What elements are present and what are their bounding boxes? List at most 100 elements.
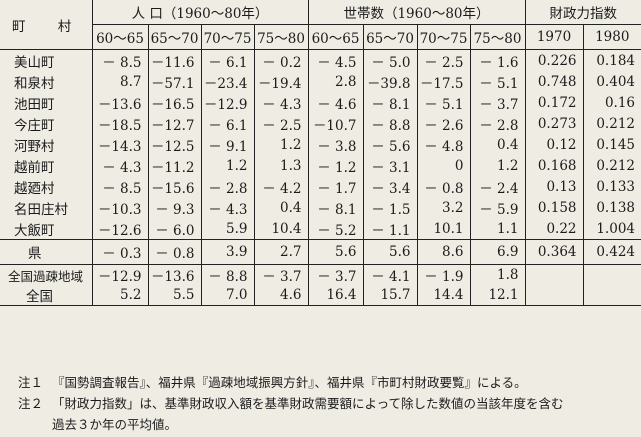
population-change: 8.7 xyxy=(91,71,148,92)
household-change: － 1.6 xyxy=(469,49,525,71)
statistics-table-area: 町 村 人 口（1960〜80年） 世帯数（1960〜80年） 財政力指数 60… xyxy=(0,0,641,306)
household-change: － 3.4 xyxy=(362,176,417,197)
population-change: －10.3 xyxy=(91,197,148,218)
fiscal-index: 1.004 xyxy=(582,218,641,240)
household-change: 1.2 xyxy=(469,155,525,176)
population-change: －12.5 xyxy=(147,134,201,155)
population-change: － 4.3 xyxy=(91,155,148,176)
table-row: 美山町 － 8.5 －11.6 － 6.1 － 0.2 － 4.5 － 5.0 － 2.5 － … xyxy=(0,49,641,71)
population-change: 1.2 xyxy=(200,155,254,176)
fiscal-index: 0.138 xyxy=(582,197,641,218)
population-change: 5.9 xyxy=(200,218,254,240)
fiscal-index: 0.22 xyxy=(524,218,583,240)
row-name: 和泉村 xyxy=(14,75,55,92)
fiscal-index: 0.145 xyxy=(582,134,641,155)
household-change: －10.7 xyxy=(307,113,363,134)
fiscal-index xyxy=(524,285,583,306)
table-row: 越廼村 － 8.5 －15.6 － 2.8 － 4.2 － 1.7 － 3.4 － 0.8 － … xyxy=(0,176,641,197)
population-change: －12.6 xyxy=(91,218,148,240)
table-row: 今庄町 －18.5 －12.7 － 6.1 － 2.5 －10.7 － 8.8 － 2.6 － … xyxy=(0,113,641,134)
household-change: － 8.8 xyxy=(362,113,417,134)
population-change: －11.6 xyxy=(147,49,201,71)
table-row: 名田庄村 －10.3 － 9.3 － 4.3 0.4 － 8.1 － 1.5 3.2 － 5.9… xyxy=(0,197,641,218)
household-change: 6.9 xyxy=(469,239,525,265)
table-row: 和泉村 8.7 －57.1 －23.4 －19.4 2.8 －39.8 －17.5 － 5.1 0… xyxy=(0,71,641,92)
fiscal-index: 0.424 xyxy=(582,239,641,265)
fiscal-index: 0.12 xyxy=(524,134,583,155)
population-change: 1.3 xyxy=(253,155,308,176)
household-change: 0 xyxy=(416,155,470,176)
population-change: － 0.8 xyxy=(147,239,201,265)
population-change: －57.1 xyxy=(147,71,201,92)
note-1-mark: 注１ xyxy=(18,375,44,390)
household-change: 2.8 xyxy=(307,71,363,92)
population-change: － 0.3 xyxy=(91,239,148,265)
population-change: －15.6 xyxy=(147,176,201,197)
household-change: － 2.4 xyxy=(469,176,525,197)
household-change: － 5.1 xyxy=(469,71,525,92)
population-change: － 0.2 xyxy=(253,49,308,71)
household-change: 14.4 xyxy=(416,285,470,306)
household-change: － 4.8 xyxy=(416,134,470,155)
household-change: － 1.9 xyxy=(416,264,470,285)
population-change: 5.5 xyxy=(147,285,201,306)
household-change: － 8.1 xyxy=(362,92,417,113)
household-change: －39.8 xyxy=(362,71,417,92)
population-change: －23.4 xyxy=(200,71,254,92)
fiscal-index: 0.184 xyxy=(582,49,641,71)
national-rows: 全国過疎地域 －12.9 －13.6 － 8.8 － 3.7 － 3.7 － 4.1 － 1.… xyxy=(0,264,641,306)
fiscal-index: 0.158 xyxy=(524,197,583,218)
household-change: 12.1 xyxy=(469,285,525,306)
fiscal-index: 0.748 xyxy=(524,71,583,92)
population-change: －12.9 xyxy=(91,264,148,285)
population-change: 1.2 xyxy=(253,134,308,155)
fiscal-index: 0.404 xyxy=(582,71,641,92)
population-change: －12.7 xyxy=(147,113,201,134)
household-change: － 4.5 xyxy=(307,49,363,71)
population-change: 2.7 xyxy=(253,239,308,265)
row-name: 越前町 xyxy=(14,159,55,176)
row-name: 大飯町 xyxy=(14,222,55,239)
table-row: 河野村 －14.3 －12.5 － 9.1 1.2 － 3.8 － 5.6 － 4.8 0.4 0… xyxy=(0,134,641,155)
table-row: 大飯町 －12.6 － 6.0 5.9 10.4 － 5.2 － 1.1 10.1 1.1 0.2… xyxy=(0,218,641,240)
header-population: 人 口（1960〜80年） xyxy=(91,0,308,25)
depopulation-table: 町 村 人 口（1960〜80年） 世帯数（1960〜80年） 財政力指数 60… xyxy=(0,0,641,306)
note-1-text: 『国勢調査報告』、福井県『過疎地域振興方針』、福井県『市町村財政要覧』による。 xyxy=(52,375,527,390)
note-2-mark: 注２ xyxy=(18,396,44,411)
fiscal-index: 0.168 xyxy=(524,155,583,176)
header-town: 町 村 xyxy=(0,0,92,50)
household-change: － 2.5 xyxy=(416,49,470,71)
population-change: 5.2 xyxy=(91,285,148,306)
fiscal-index xyxy=(582,264,641,285)
household-change: － 8.1 xyxy=(307,197,363,218)
header-period: 70〜75 xyxy=(200,24,254,50)
population-change: －13.6 xyxy=(91,92,148,113)
note-2-continuation: 過去３か年の平均値。 xyxy=(52,417,178,432)
table-row: 池田町 －13.6 －16.5 －12.9 － 4.3 － 4.6 － 8.1 － 5.1 － … xyxy=(0,92,641,113)
population-change: 4.6 xyxy=(253,285,308,306)
header-row-sub: 60〜65 65〜70 70〜75 75〜80 60〜65 65〜70 70〜7… xyxy=(0,24,641,50)
header-period: 65〜70 xyxy=(147,24,201,50)
table-notes: 注１ 『国勢調査報告』、福井県『過疎地域振興方針』、福井県『市町村財政要覧』によ… xyxy=(18,372,564,435)
household-change: － 1.2 xyxy=(307,155,363,176)
household-change: － 1.7 xyxy=(307,176,363,197)
population-change: － 4.2 xyxy=(253,176,308,197)
population-change: －18.5 xyxy=(91,113,148,134)
household-change: 0.4 xyxy=(469,134,525,155)
household-change: － 5.2 xyxy=(307,218,363,240)
header-households: 世帯数（1960〜80年） xyxy=(307,0,525,25)
household-change: － 0.8 xyxy=(416,176,470,197)
population-change: －11.2 xyxy=(147,155,201,176)
row-name: 美山町 xyxy=(14,54,55,71)
household-change: 8.6 xyxy=(416,239,470,265)
fiscal-index: 0.364 xyxy=(524,239,583,265)
population-change: － 8.8 xyxy=(200,264,254,285)
header-period: 75〜80 xyxy=(469,24,525,50)
row-name: 全国 xyxy=(0,285,92,306)
fiscal-index: 0.133 xyxy=(582,176,641,197)
header-fiscal-index: 財政力指数 xyxy=(524,0,641,25)
household-change: 5.6 xyxy=(307,239,363,265)
household-change: － 1.1 xyxy=(362,218,417,240)
population-change: 0.4 xyxy=(253,197,308,218)
table-row: 全国 5.2 5.5 7.0 4.6 16.4 15.7 14.4 12.1 xyxy=(0,285,641,306)
